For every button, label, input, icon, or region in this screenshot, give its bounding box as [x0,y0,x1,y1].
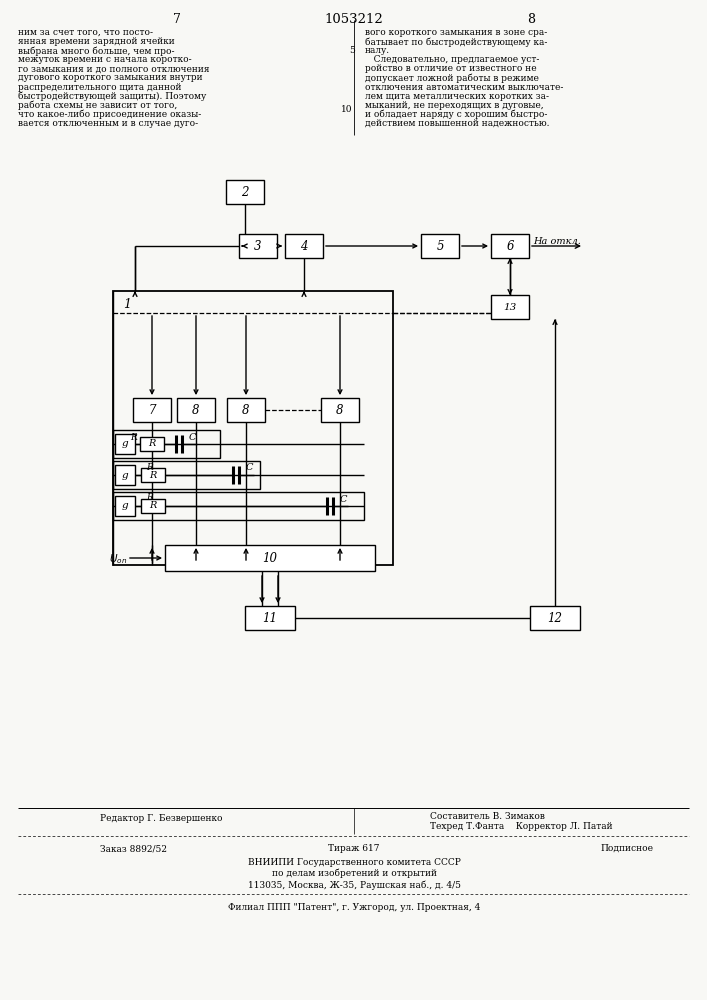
Text: 3: 3 [255,239,262,252]
Text: R: R [149,502,157,510]
Text: 8: 8 [337,403,344,416]
Text: 6: 6 [506,239,514,252]
Text: 7: 7 [173,13,181,26]
Text: $U_{on}$: $U_{on}$ [109,552,127,566]
Text: 11: 11 [262,611,278,624]
Text: R: R [130,432,137,442]
Text: R: R [146,462,153,472]
Text: 8: 8 [527,13,535,26]
Text: по делам изобретений и открытий: по делам изобретений и открытий [271,869,436,879]
Text: отключения автоматическим выключате-: отключения автоматическим выключате- [365,83,563,92]
Text: Тираж 617: Тираж 617 [328,844,380,853]
Text: вого короткого замыкания в зоне сра-: вого короткого замыкания в зоне сра- [365,28,547,37]
Text: 10: 10 [341,105,352,114]
Bar [113,291,393,565]
Text: g: g [122,471,128,480]
Bar [177,398,215,422]
Text: действием повышенной надежностью.: действием повышенной надежностью. [365,119,549,128]
Text: 4: 4 [300,239,308,252]
Text: На откл.: На откл. [533,236,581,245]
Text: 12: 12 [547,611,563,624]
Text: 8: 8 [192,403,200,416]
Bar [239,234,277,258]
Text: 8: 8 [243,403,250,416]
Text: батывает по быстродействующему ка-: батывает по быстродействующему ка- [365,37,547,47]
Text: 1: 1 [123,298,131,312]
Bar [530,606,580,630]
Text: Заказ 8892/52: Заказ 8892/52 [100,844,167,853]
Text: янная времени зарядной ячейки: янная времени зарядной ячейки [18,37,175,46]
Bar [226,180,264,204]
Text: быстродействующей защиты). Поэтому: быстродействующей защиты). Поэтому [18,92,206,101]
Bar [321,398,359,422]
Bar [113,492,364,520]
Text: ним за счет того, что посто-: ним за счет того, что посто- [18,28,153,37]
Text: выбрана много больше, чем про-: выбрана много больше, чем про- [18,46,175,56]
Text: ройство в отличие от известного не: ройство в отличие от известного не [365,64,537,73]
Text: R: R [149,471,157,480]
Text: Следовательно, предлагаемое уст-: Следовательно, предлагаемое уст- [365,55,539,64]
Text: 10: 10 [262,552,278,564]
Text: налу.: налу. [365,46,390,55]
Bar [245,606,295,630]
Text: Подписное: Подписное [600,844,653,853]
Text: ВНИИПИ Государственного комитета СССР: ВНИИПИ Государственного комитета СССР [247,858,460,867]
Text: 7: 7 [148,403,156,416]
Text: R: R [146,493,153,502]
Text: го замыкания и до полного отключения: го замыкания и до полного отключения [18,64,209,73]
Text: 2: 2 [241,186,249,198]
Text: что какое-либо присоединение оказы-: что какое-либо присоединение оказы- [18,110,201,119]
Bar [227,398,265,422]
Text: g: g [122,440,128,448]
Text: Техред Т.Фанта    Корректор Л. Патай: Техред Т.Фанта Корректор Л. Патай [430,822,613,831]
Text: R: R [148,440,156,448]
Text: 5: 5 [349,46,355,55]
Text: и обладает наряду с хорошим быстро-: и обладает наряду с хорошим быстро- [365,110,547,119]
Text: межуток времени с начала коротко-: межуток времени с начала коротко- [18,55,192,64]
Text: 5: 5 [436,239,444,252]
Text: C: C [189,432,197,442]
Text: g: g [122,502,128,510]
Bar [115,465,135,485]
Text: 113035, Москва, Ж-35, Раушская наб., д. 4/5: 113035, Москва, Ж-35, Раушская наб., д. … [247,880,460,890]
Bar [115,434,135,454]
Text: Редактор Г. Безвершенко: Редактор Г. Безвершенко [100,814,223,823]
Text: мыканий, не переходящих в дуговые,: мыканий, не переходящих в дуговые, [365,101,544,110]
Bar [115,496,135,516]
Bar [140,437,164,451]
Bar [113,430,220,458]
Bar [133,398,171,422]
Bar [491,295,529,319]
Bar [285,234,323,258]
Text: работа схемы не зависит от того,: работа схемы не зависит от того, [18,101,177,110]
Text: 13: 13 [503,302,517,312]
Bar [165,545,375,571]
Bar [421,234,459,258]
Text: дугового короткого замыкания внутри: дугового короткого замыкания внутри [18,74,203,83]
Text: распределительного щита данной: распределительного щита данной [18,83,182,92]
Text: допускает ложной работы в режиме: допускает ложной работы в режиме [365,74,539,83]
Text: C: C [246,464,254,473]
Bar [491,234,529,258]
Text: C: C [340,494,348,504]
Bar [141,499,165,513]
Text: 1053212: 1053212 [325,13,383,26]
Text: Составитель В. Зимаков: Составитель В. Зимаков [430,812,545,821]
Text: лем щита металлических коротких за-: лем щита металлических коротких за- [365,92,549,101]
Bar [141,468,165,482]
Bar [113,461,260,489]
Text: вается отключенным и в случае дуго-: вается отключенным и в случае дуго- [18,119,198,128]
Text: Филиал ППП "Патент", г. Ужгород, ул. Проектная, 4: Филиал ППП "Патент", г. Ужгород, ул. Про… [228,903,480,912]
